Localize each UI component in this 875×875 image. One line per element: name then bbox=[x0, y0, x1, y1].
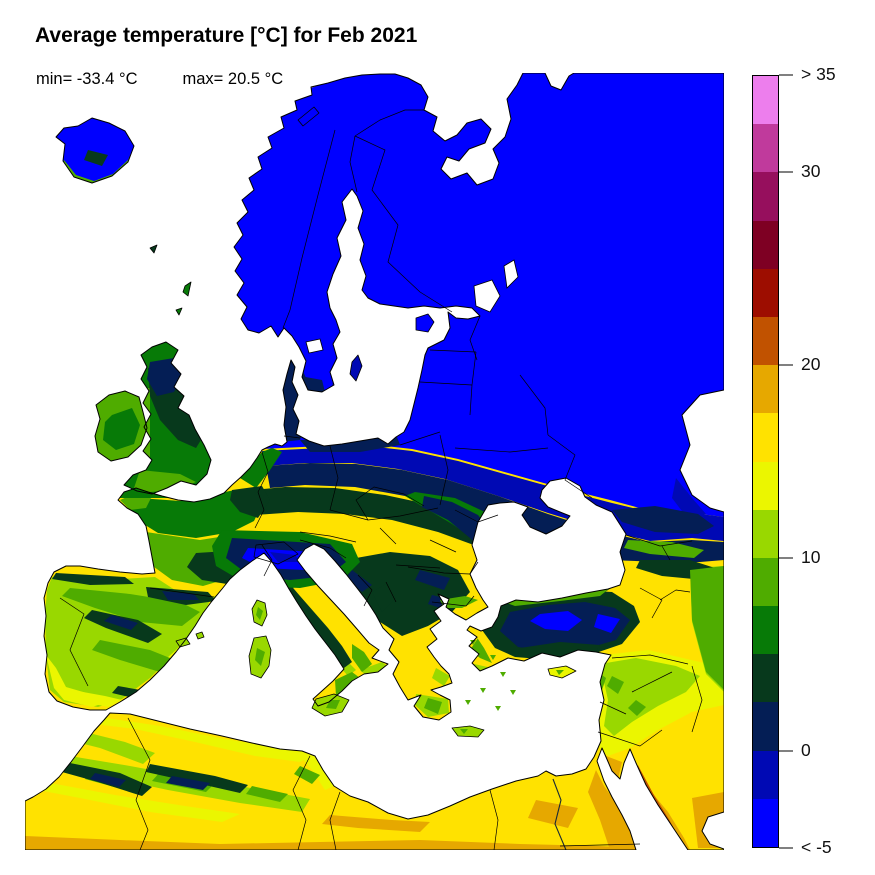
colorbar bbox=[752, 75, 779, 848]
legend-segment bbox=[753, 413, 778, 462]
legend-tick-line bbox=[779, 750, 793, 753]
legend-segment bbox=[753, 702, 778, 751]
legend-tick-label: > 35 bbox=[801, 64, 836, 85]
legend-tick-label: 10 bbox=[801, 547, 821, 568]
country-borders-layer bbox=[59, 109, 703, 850]
legend-tick-line bbox=[779, 170, 793, 173]
min-temperature-label: min= -33.4 °C bbox=[36, 70, 138, 88]
legend-segment bbox=[753, 798, 778, 847]
lakes-layer bbox=[305, 259, 519, 354]
max-temperature-label: max= 20.5 °C bbox=[182, 70, 284, 88]
legend-tick-line bbox=[779, 74, 793, 76]
legend-segment bbox=[753, 220, 778, 269]
legend-tick-label: 0 bbox=[801, 740, 811, 761]
europe-temperature-map bbox=[25, 73, 724, 850]
legend-segment bbox=[753, 365, 778, 414]
page-title: Average temperature [°C] for Feb 2021 bbox=[35, 24, 418, 47]
legend-segment bbox=[753, 461, 778, 510]
legend-segment bbox=[753, 606, 778, 655]
stats-line: min= -33.4 °C max= 20.5 °C bbox=[36, 70, 283, 89]
legend-segment bbox=[753, 124, 778, 173]
legend-tick-line bbox=[779, 847, 793, 849]
legend-segment bbox=[753, 316, 778, 366]
legend-segment bbox=[753, 750, 778, 799]
islands-layer bbox=[149, 106, 577, 738]
legend-segment bbox=[753, 557, 778, 607]
legend-segment bbox=[753, 509, 778, 558]
legend-tick-line bbox=[779, 557, 793, 560]
legend-tick-line bbox=[779, 363, 793, 366]
legend-segment bbox=[753, 172, 778, 221]
legend-segment bbox=[753, 76, 778, 125]
legend-segment bbox=[753, 268, 778, 317]
nile-river bbox=[552, 778, 567, 850]
temperature-field-layer bbox=[25, 73, 724, 850]
legend-tick-label: 30 bbox=[801, 160, 821, 181]
legend-tick-label: 20 bbox=[801, 353, 821, 374]
legend-segment bbox=[753, 654, 778, 703]
colorbar-legend: > 35 30 20 10 0 < -5 bbox=[752, 64, 872, 857]
legend-tick-label: < -5 bbox=[801, 837, 832, 858]
